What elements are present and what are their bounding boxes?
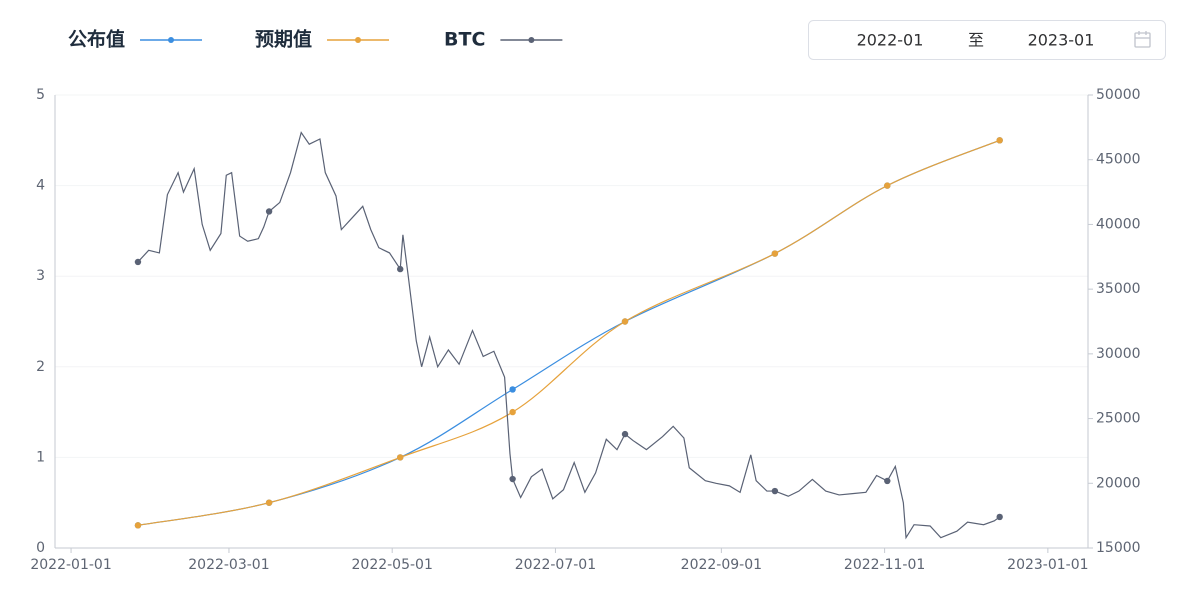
x-tick-label: 2022-09-01 — [681, 557, 762, 573]
series-line — [137, 131, 1001, 540]
x-tick-label: 2022-05-01 — [352, 557, 433, 573]
data-point — [397, 265, 404, 273]
y2-tick-label: 50000 — [1096, 87, 1141, 103]
data-point — [621, 318, 629, 325]
x-tick-label: 2023-01-01 — [1007, 557, 1088, 573]
x-tick-label: 2022-07-01 — [515, 557, 596, 573]
data-point — [996, 137, 1003, 144]
data-point — [265, 499, 273, 506]
calendar-icon[interactable] — [1134, 31, 1151, 48]
data-point — [265, 208, 273, 215]
y2-tick-label: 15000 — [1096, 540, 1141, 556]
y2-tick-label: 35000 — [1096, 281, 1141, 297]
data-point — [397, 454, 404, 461]
range-separator: 至 — [968, 31, 984, 50]
y-tick-label: 4 — [36, 178, 45, 194]
y2-tick-label: 30000 — [1096, 346, 1141, 362]
end-date[interactable]: 2023-01 — [1028, 31, 1095, 50]
start-date[interactable]: 2022-01 — [857, 31, 924, 50]
data-point — [771, 487, 779, 495]
y-tick-label: 5 — [36, 87, 45, 103]
date-picker[interactable]: 2022-01 至 2023-01 — [808, 20, 1166, 60]
data-point — [996, 513, 1003, 521]
x-tick-label: 2022-11-01 — [844, 557, 925, 573]
legend-label: BTC — [444, 29, 485, 51]
y2-tick-label: 20000 — [1096, 475, 1141, 491]
y2-tick-label: 45000 — [1096, 152, 1141, 168]
chart: 0 1 2 3 4 5 15000 20000 25000 30000 35000 40000 4500… — [30, 87, 1140, 573]
data-point — [884, 182, 891, 189]
y2-tick-label: 25000 — [1096, 411, 1141, 427]
legend-icon-dot — [168, 37, 175, 43]
y-tick-label: 1 — [36, 449, 45, 465]
legend-icon-dot — [528, 37, 535, 43]
date-picker-box[interactable] — [808, 20, 1166, 60]
legend-icon-dot — [355, 37, 362, 43]
x-tick-label: 2022-03-01 — [188, 557, 269, 573]
data-point — [509, 386, 516, 393]
legend-label: 预期值 — [255, 28, 312, 51]
data-point — [509, 408, 516, 416]
y-tick-label: 3 — [36, 268, 45, 284]
y2-tick-label: 40000 — [1096, 216, 1141, 232]
y-tick-label: 0 — [36, 540, 45, 556]
series-line — [137, 139, 1000, 526]
legend-label: 公布值 — [68, 28, 125, 51]
data-point — [134, 522, 142, 529]
data-point — [884, 477, 891, 485]
series-line — [137, 139, 1000, 526]
x-tick-label: 2022-01-01 — [30, 557, 111, 573]
data-point — [621, 430, 629, 438]
data-point — [509, 475, 516, 483]
y-tick-label: 2 — [36, 359, 45, 375]
data-point — [134, 258, 142, 266]
data-point — [771, 250, 779, 257]
